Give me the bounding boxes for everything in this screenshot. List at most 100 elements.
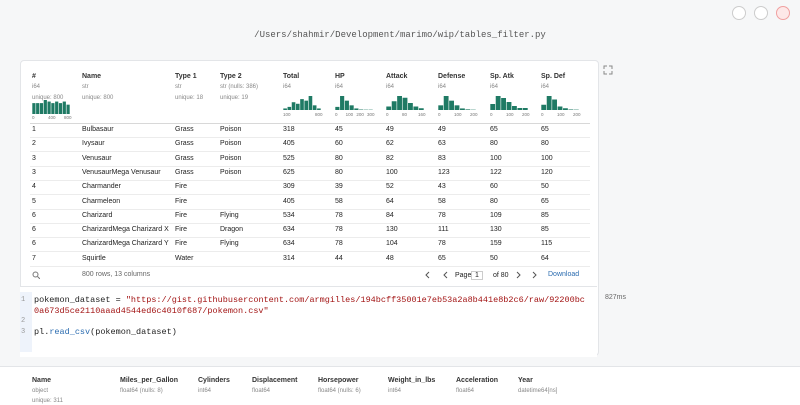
column-dtype: int64: [388, 388, 401, 394]
table-cell: Dragon: [220, 226, 243, 233]
histogram-tick: 0: [335, 112, 338, 117]
table-cell: 80: [335, 155, 343, 162]
menu-button[interactable]: [732, 6, 746, 20]
pager-button[interactable]: [440, 270, 452, 280]
pager-button[interactable]: [512, 270, 524, 280]
pager-button[interactable]: [528, 270, 540, 280]
table-cell: 123: [438, 169, 450, 176]
table-cell: 52: [386, 183, 394, 190]
table-cell: Charmander: [82, 183, 121, 190]
histogram-bar: [392, 101, 397, 110]
histogram-bar: [501, 98, 506, 110]
table-cell: 45: [335, 126, 343, 133]
table-cell: 85: [541, 226, 549, 233]
table-cell: 78: [438, 240, 446, 247]
column-dtype: i64: [438, 84, 446, 90]
table-cell: 65: [541, 126, 549, 133]
column-dtype: i64: [32, 84, 40, 90]
column-header: Type 2: [220, 73, 242, 80]
histogram-bar: [44, 100, 47, 114]
table-cell: 44: [335, 255, 343, 262]
table-cell: 104: [386, 240, 398, 247]
table-cell: 115: [541, 240, 552, 247]
table-cell: 65: [541, 198, 549, 205]
column-dtype: float64: [252, 388, 270, 394]
histogram-bar: [313, 105, 317, 110]
table-cell: Grass: [175, 169, 194, 176]
row-divider: [30, 266, 590, 267]
table-cell: 80: [490, 140, 498, 147]
column-dtype: datetime64[ns]: [518, 388, 557, 394]
column-header: HP: [335, 73, 345, 80]
table-cell: Fire: [175, 183, 187, 190]
histogram-tick: 800: [315, 112, 323, 117]
table-cell: Fire: [175, 212, 187, 219]
table-cell: 122: [490, 169, 502, 176]
table-cell: 58: [335, 198, 343, 205]
column-dtype: str: [175, 84, 182, 90]
column-header: Type 1: [175, 73, 197, 80]
table-cell: 100: [490, 155, 502, 162]
histogram: [490, 96, 528, 110]
column-header: Displacement: [252, 377, 298, 384]
histogram-bar: [59, 103, 62, 114]
histogram-tick: 80: [402, 112, 407, 117]
histogram-tick: 0: [32, 115, 35, 120]
column-dtype: i64: [335, 84, 343, 90]
table-cell: Venusaur: [82, 155, 112, 162]
table-cell: Ivysaur: [82, 140, 105, 147]
histogram-bar: [460, 108, 465, 110]
page-input[interactable]: 1: [471, 271, 483, 280]
histogram-tick: 200: [356, 112, 364, 117]
close-button[interactable]: [776, 6, 790, 20]
histogram-bar: [300, 99, 304, 110]
column-summary: unique: 18: [175, 95, 203, 101]
column-dtype: i64: [386, 84, 394, 90]
histogram-tick: 400: [48, 115, 56, 120]
settings-button[interactable]: [754, 6, 768, 20]
table-cell: Poison: [220, 155, 241, 162]
table-cell: 78: [335, 240, 343, 247]
table-cell: 60: [335, 140, 343, 147]
table-cell: 83: [438, 155, 446, 162]
histogram-bar: [523, 108, 528, 110]
column-header: Name: [32, 377, 51, 384]
table-cell: 78: [335, 212, 343, 219]
column-header: Weight_in_lbs: [388, 377, 435, 384]
column-dtype: str (nulls: 386): [220, 84, 258, 90]
table-cell: Grass: [175, 140, 194, 147]
table-cell: 130: [490, 226, 502, 233]
table-cell: 82: [386, 155, 394, 162]
table-cell: Charmeleon: [82, 198, 120, 205]
table-cell: 405: [283, 140, 295, 147]
table-cell: Poison: [220, 126, 241, 133]
table-cell: 6: [32, 226, 36, 233]
table-cell: 6: [32, 240, 36, 247]
table-cell: 39: [335, 183, 343, 190]
histogram-bar: [283, 108, 287, 110]
column-dtype: i64: [541, 84, 549, 90]
table-cell: 314: [283, 255, 295, 262]
column-dtype: float64 (nulls: 6): [318, 388, 361, 394]
table-cell: 63: [438, 140, 446, 147]
table-cell: 4: [32, 183, 36, 190]
table-cell: 48: [386, 255, 394, 262]
table-cell: 49: [438, 126, 446, 133]
row-divider: [30, 137, 590, 138]
table-cell: Bulbasaur: [82, 126, 114, 133]
table-cell: 58: [438, 198, 446, 205]
column-header: Miles_per_Gallon: [120, 377, 178, 384]
table-cell: 64: [541, 255, 549, 262]
histogram-bar: [36, 103, 39, 114]
table-cell: CharizardMega Charizard X: [82, 226, 169, 233]
histogram-bar: [340, 96, 344, 110]
table-cell: CharizardMega Charizard Y: [82, 240, 169, 247]
download-button[interactable]: Download: [548, 271, 579, 278]
expand-icon[interactable]: [603, 65, 613, 75]
table-cell: 309: [283, 183, 295, 190]
search-icon: [32, 271, 40, 279]
pager-button[interactable]: [422, 270, 434, 280]
table-cell: 50: [490, 255, 498, 262]
histogram-tick: 100: [557, 112, 565, 117]
